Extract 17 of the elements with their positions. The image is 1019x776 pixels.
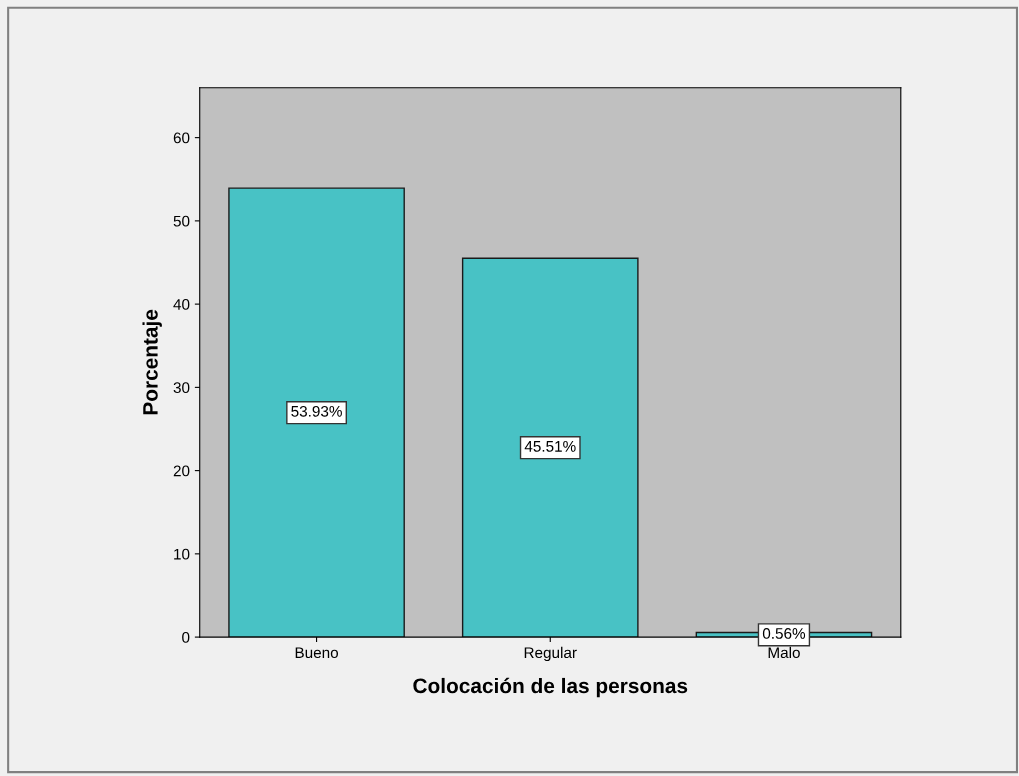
x-tick-label: Malo bbox=[768, 646, 800, 659]
y-tick-label: 10 bbox=[174, 548, 190, 560]
y-tick-label: 30 bbox=[173, 382, 190, 394]
data-label: 53.93% bbox=[291, 405, 342, 417]
x-tick-label: Regular bbox=[524, 646, 577, 662]
x-axis-title: Colocación de las personas bbox=[413, 677, 688, 698]
data-label: 0.56% bbox=[762, 628, 806, 639]
y-tick-label: 0 bbox=[182, 631, 190, 643]
bar bbox=[228, 187, 405, 638]
bar bbox=[461, 257, 639, 638]
y-tick-label: 50 bbox=[173, 215, 190, 227]
y-tick-label: 20 bbox=[173, 465, 190, 477]
x-tick-label: Bueno bbox=[295, 647, 339, 659]
data-label: 45.51% bbox=[524, 441, 576, 452]
y-tick-label: 60 bbox=[173, 132, 190, 144]
y-tick-label: 40 bbox=[173, 298, 190, 310]
y-axis-title: Porcentaje bbox=[142, 309, 162, 415]
